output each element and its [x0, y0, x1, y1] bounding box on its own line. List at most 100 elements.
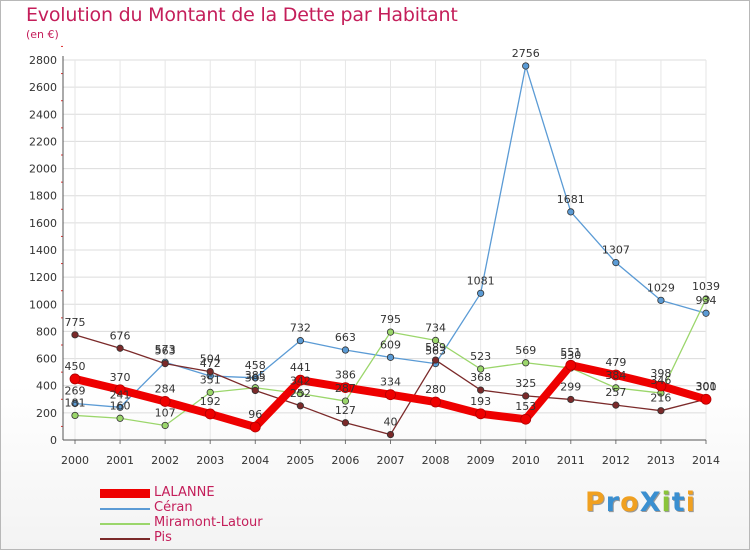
data-point — [612, 401, 620, 409]
data-label: 280 — [425, 383, 446, 396]
y-tick-label: 2200 — [29, 135, 57, 148]
y-tick-label: 2400 — [29, 108, 57, 121]
data-label: 368 — [470, 371, 491, 384]
data-label: 370 — [110, 371, 131, 384]
data-point — [69, 373, 81, 385]
logo-letter: t — [671, 487, 686, 518]
data-label: 384 — [605, 369, 626, 382]
data-label: 287 — [335, 382, 356, 395]
legend-label: Pis — [154, 530, 172, 545]
data-point — [431, 336, 440, 344]
data-label: 458 — [245, 359, 266, 372]
data-point — [341, 419, 350, 427]
legend-swatch — [100, 508, 150, 510]
data-point — [702, 309, 710, 317]
data-point — [475, 408, 487, 420]
data-point — [296, 337, 304, 345]
data-label: 351 — [200, 373, 221, 386]
x-tick-label: 2010 — [512, 454, 540, 467]
data-point — [520, 413, 532, 425]
data-label: 386 — [335, 369, 356, 382]
legend-label: Céran — [154, 500, 193, 515]
chart-subtitle: (en €) — [26, 28, 59, 41]
data-point — [477, 289, 485, 297]
data-point — [610, 369, 622, 381]
data-label: 160 — [110, 399, 131, 412]
legend-label: LALANNE — [154, 485, 215, 500]
data-point — [161, 359, 169, 368]
x-tick-label: 2001 — [106, 454, 134, 467]
y-tick-label: 1800 — [29, 190, 57, 203]
data-label: 300 — [696, 380, 717, 393]
y-tick-label: 200 — [36, 407, 57, 420]
legend-swatch — [100, 523, 150, 525]
data-label: 663 — [335, 331, 356, 344]
data-point — [251, 374, 259, 382]
data-label: 775 — [65, 316, 86, 329]
data-label: 334 — [380, 376, 401, 389]
data-point — [159, 396, 171, 407]
data-label: 192 — [200, 395, 221, 408]
y-tick-label: 1000 — [29, 298, 57, 311]
data-point — [385, 389, 396, 401]
y-tick-label: 2600 — [29, 81, 57, 94]
data-label: 479 — [605, 356, 626, 369]
data-label: 563 — [425, 345, 446, 358]
data-point — [114, 384, 126, 396]
legend-label: Miramont-Latour — [154, 515, 263, 530]
x-tick-label: 2007 — [377, 454, 405, 467]
x-tick-label: 2012 — [602, 454, 630, 467]
data-label: 441 — [290, 361, 311, 374]
x-tick-label: 2005 — [286, 454, 314, 467]
y-tick-label: 600 — [36, 353, 57, 366]
data-label: 284 — [155, 382, 176, 395]
logo-letter: i — [661, 487, 672, 518]
data-label: 193 — [470, 395, 491, 408]
x-tick-label: 2008 — [422, 454, 450, 467]
legend-swatch — [100, 538, 150, 540]
data-point — [249, 421, 261, 433]
x-tick-label: 2011 — [557, 454, 585, 467]
data-label: 1307 — [602, 244, 630, 257]
data-point — [204, 408, 216, 420]
x-tick-label: 2014 — [692, 454, 720, 467]
data-point — [116, 344, 124, 352]
data-label: 1081 — [467, 274, 495, 287]
data-label: 346 — [650, 374, 671, 387]
data-point — [116, 403, 124, 411]
logo-letter: o — [620, 487, 640, 518]
data-point — [655, 380, 667, 392]
data-point — [71, 399, 79, 408]
logo-letter: P — [585, 487, 606, 518]
data-point — [431, 356, 440, 364]
logo-letter: X — [639, 487, 662, 518]
data-point — [657, 407, 665, 415]
x-tick-label: 2000 — [61, 454, 89, 467]
data-point — [341, 346, 350, 354]
y-tick-label: 0 — [50, 434, 57, 447]
data-label: 563 — [155, 345, 176, 358]
data-point — [522, 359, 530, 367]
data-label: 609 — [380, 338, 401, 351]
data-label: 252 — [290, 387, 311, 400]
data-label: 676 — [110, 329, 131, 342]
data-point — [251, 386, 259, 395]
data-point — [702, 295, 710, 303]
x-tick-label: 2004 — [241, 454, 269, 467]
data-point — [700, 393, 712, 405]
data-point — [206, 367, 214, 376]
x-tick-label: 2006 — [331, 454, 359, 467]
y-tick-label: 2000 — [29, 163, 57, 176]
data-label: 96 — [248, 408, 262, 421]
data-point — [657, 296, 665, 304]
x-tick-label: 2009 — [467, 454, 495, 467]
data-label: 934 — [696, 294, 717, 307]
data-point — [386, 328, 395, 336]
data-point — [522, 62, 530, 70]
data-point — [612, 259, 620, 267]
data-label: 450 — [65, 360, 86, 373]
data-label: 107 — [155, 406, 176, 419]
data-point — [565, 359, 577, 371]
